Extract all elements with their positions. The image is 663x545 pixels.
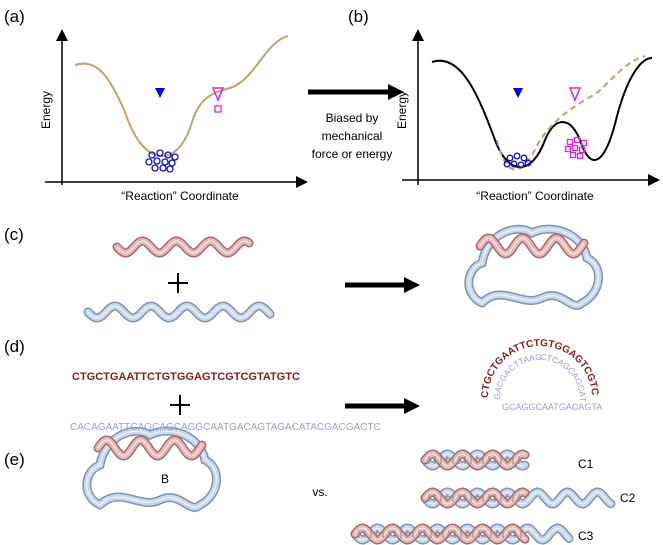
particle bbox=[571, 153, 576, 158]
particle bbox=[162, 159, 168, 165]
particle bbox=[573, 146, 578, 151]
loop-label: B bbox=[161, 472, 169, 486]
duplex-label: C2 bbox=[620, 491, 636, 505]
marker bbox=[155, 88, 165, 98]
particle bbox=[566, 147, 571, 152]
arrow-head bbox=[404, 398, 420, 414]
sequence: CACAGAATTCAGCAGCAGGCAATGACAGTAGACATACGAC… bbox=[70, 422, 381, 433]
duplex-label: C3 bbox=[578, 529, 594, 543]
particle bbox=[154, 158, 160, 164]
particle bbox=[172, 154, 178, 160]
panel-label: (c) bbox=[4, 225, 24, 244]
arrow-head bbox=[404, 277, 420, 293]
sequence-arc: GACGACTTAAGACAC bbox=[0, 0, 542, 400]
panel-label: (b) bbox=[348, 7, 369, 26]
marker bbox=[570, 88, 580, 100]
arrow-text: mechanical bbox=[322, 129, 383, 143]
axis-title: “Reaction” Coordinate bbox=[476, 189, 594, 203]
sequence-arc-text: GACGACTTAAGACAC bbox=[0, 0, 542, 400]
particles bbox=[566, 138, 587, 159]
particle bbox=[521, 155, 527, 161]
particles bbox=[504, 153, 531, 168]
particle bbox=[160, 165, 166, 171]
plus bbox=[170, 395, 190, 415]
sequence: CTGCTGAATTCTGTGGAGTCGTCGTATGTC bbox=[72, 371, 300, 383]
panel-label: (d) bbox=[4, 337, 25, 356]
energy-curve bbox=[432, 58, 652, 167]
particle bbox=[578, 154, 583, 159]
particle bbox=[167, 166, 173, 172]
panel-label: (a) bbox=[4, 7, 25, 26]
arrow-text: force or energy bbox=[312, 147, 393, 161]
duplex-label: C1 bbox=[578, 457, 594, 471]
particle bbox=[152, 165, 158, 171]
axis-title: Energy bbox=[39, 91, 53, 129]
particle bbox=[514, 153, 520, 159]
marker bbox=[215, 106, 221, 112]
sequence: GCAGGCAATGACAGTA bbox=[502, 402, 602, 412]
particle bbox=[568, 140, 573, 145]
axis-title: Energy bbox=[395, 91, 409, 129]
energy-curve bbox=[75, 36, 288, 156]
axis-title: “Reaction” Coordinate bbox=[121, 189, 239, 203]
particle bbox=[507, 155, 513, 161]
strands bbox=[87, 229, 611, 540]
marker bbox=[513, 88, 523, 98]
panel-label: (e) bbox=[4, 450, 25, 469]
particle bbox=[146, 159, 152, 165]
particle bbox=[169, 160, 175, 166]
arrow-text: Biased by bbox=[326, 111, 379, 125]
plus bbox=[168, 273, 188, 293]
versus: vs. bbox=[312, 485, 327, 499]
figure: (a) Energy “Reaction” Coordinate Biased … bbox=[0, 0, 663, 545]
